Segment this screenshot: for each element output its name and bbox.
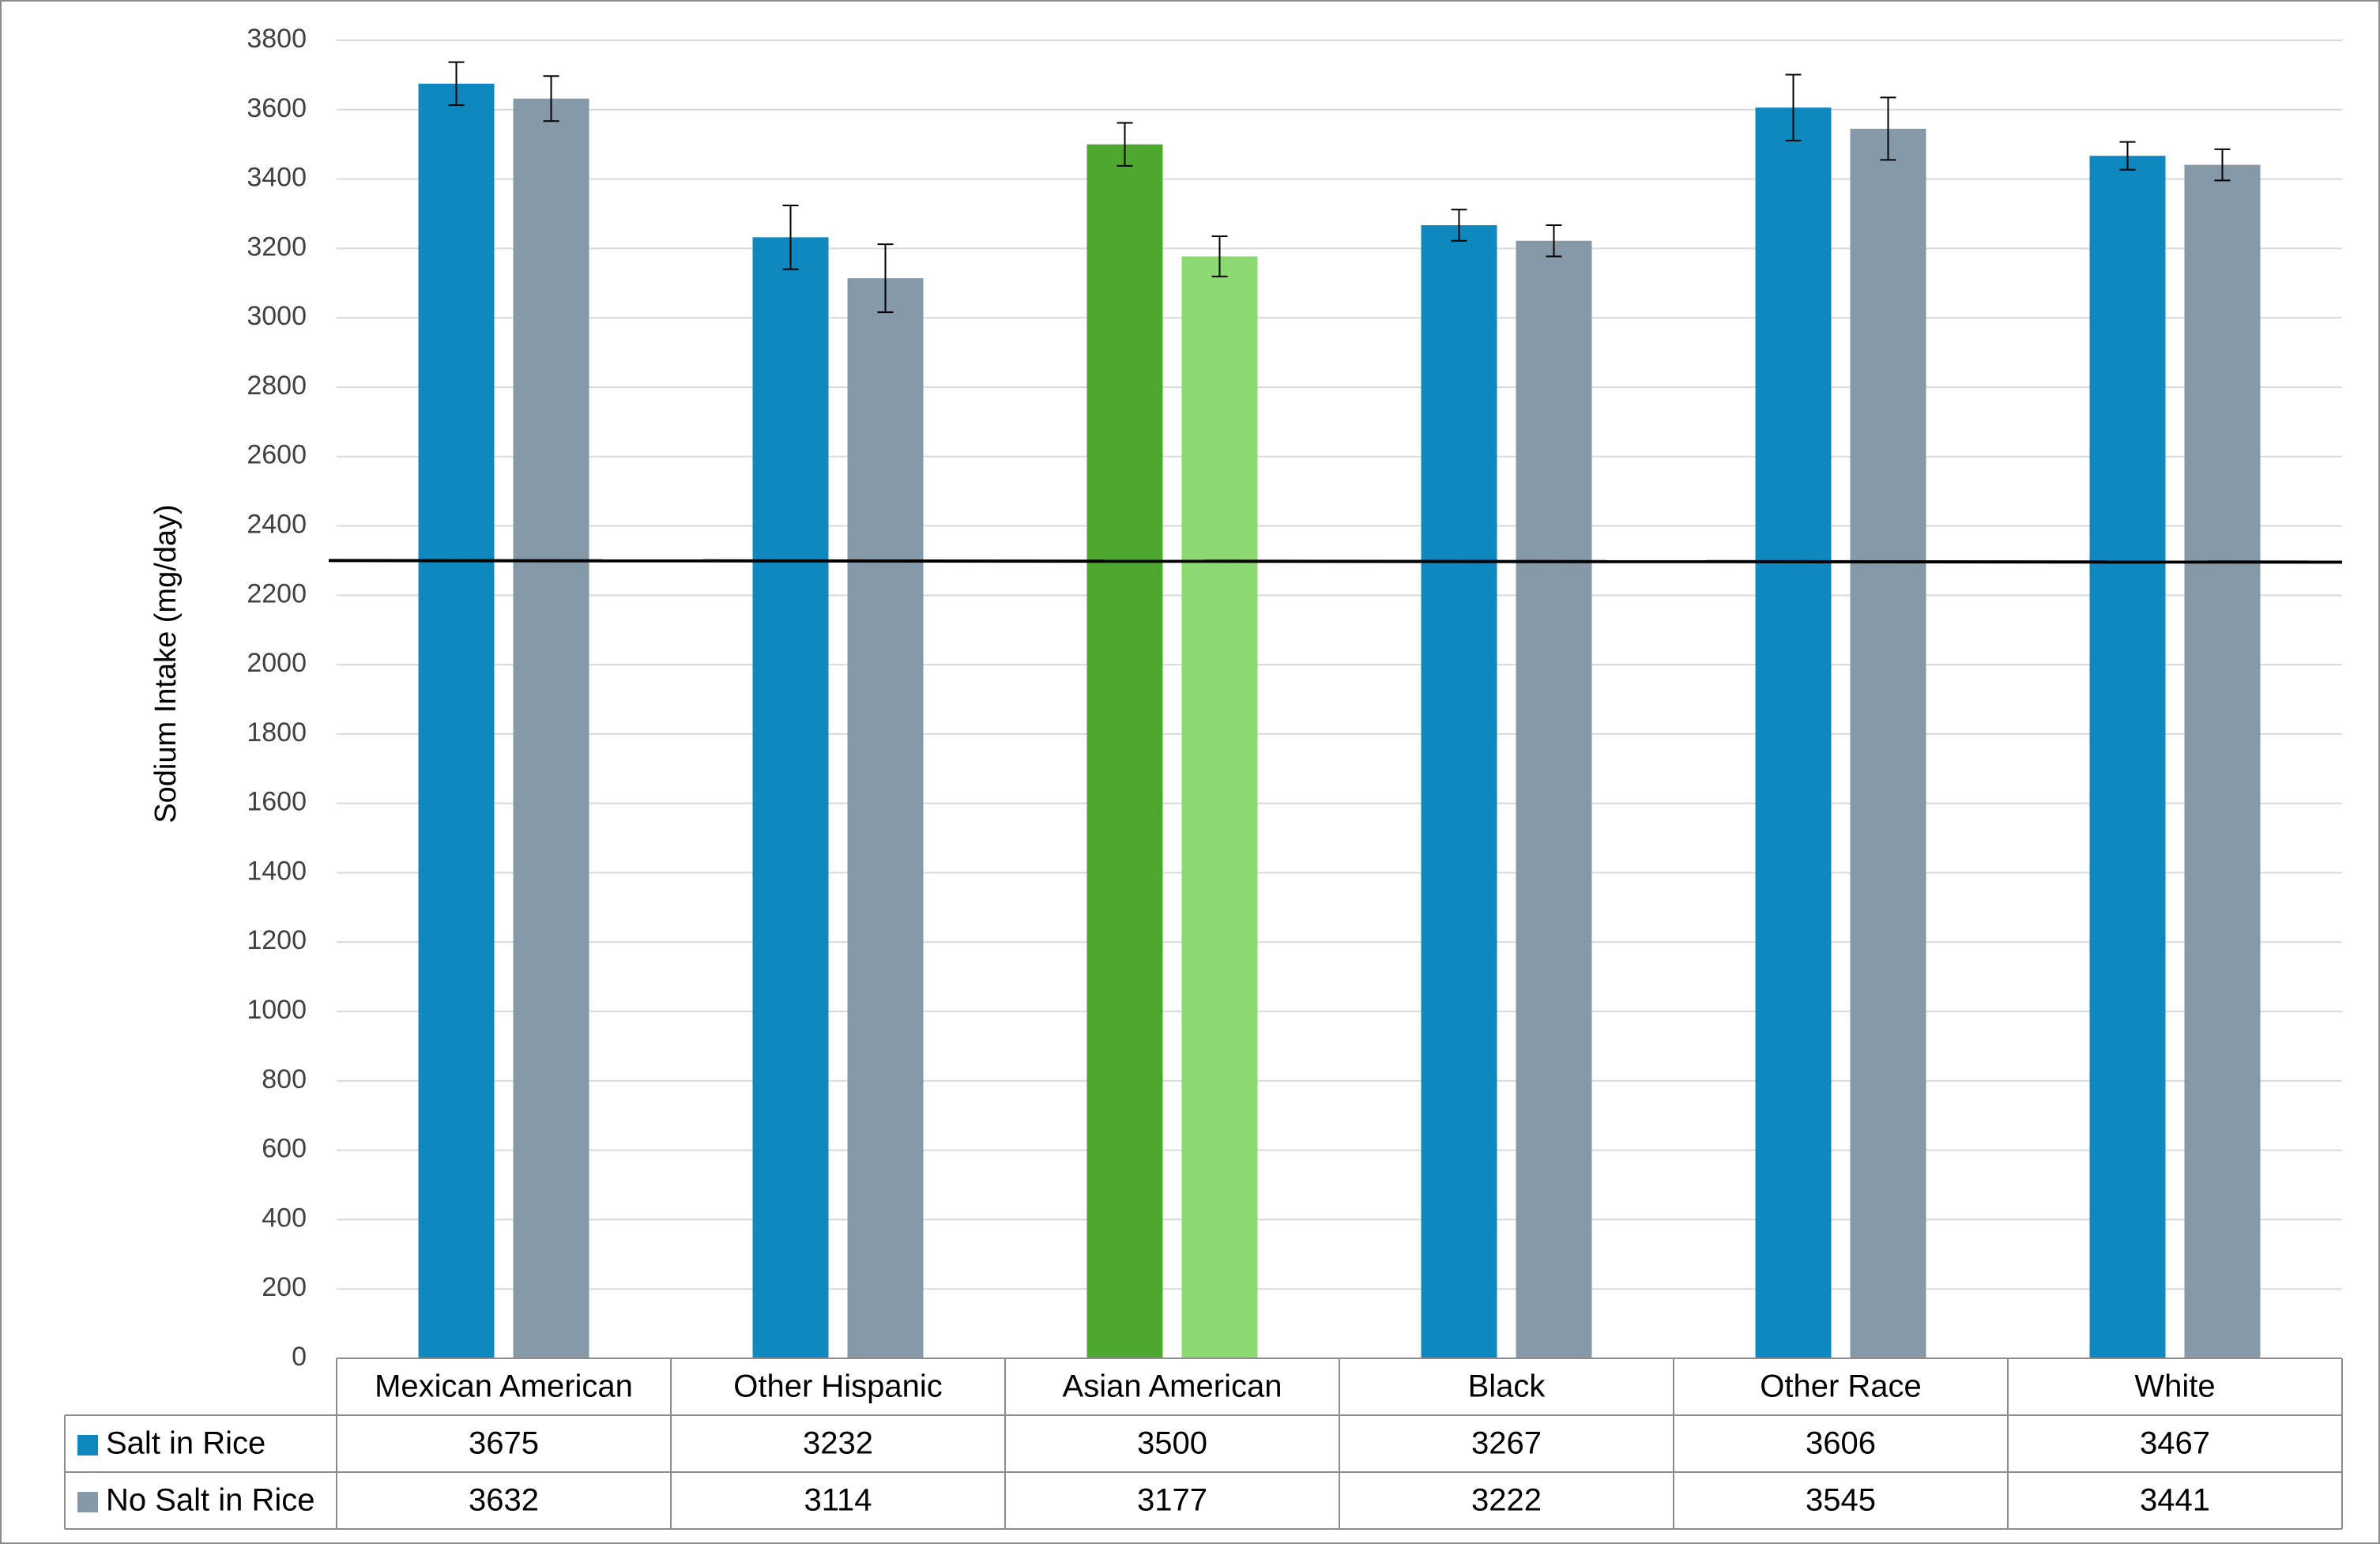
reference-line [328, 559, 2343, 564]
y-tick-label: 1800 [247, 717, 307, 748]
table-value: 3177 [1137, 1483, 1207, 1518]
table-value: 3232 [803, 1426, 873, 1461]
table-value: 3114 [804, 1483, 872, 1518]
bar [418, 83, 495, 1359]
y-tick-label: 3400 [247, 163, 307, 193]
y-tick-label: 2600 [247, 440, 307, 470]
bar [2089, 156, 2166, 1359]
y-tick-label: 400 [262, 1203, 307, 1233]
category-label: Black [1468, 1369, 1546, 1404]
y-tick-label: 0 [292, 1342, 307, 1372]
y-tick-label: 2400 [247, 510, 307, 540]
bar [1181, 256, 1258, 1358]
table-value: 3267 [1471, 1426, 1542, 1461]
y-tick-label: 3800 [247, 24, 307, 54]
bar [1516, 240, 1592, 1359]
bar [2184, 164, 2261, 1358]
y-tick-label: 2000 [247, 648, 307, 678]
legend-label: Salt in Rice [106, 1426, 265, 1461]
legend-swatch [77, 1492, 98, 1512]
legend-label: No Salt in Rice [106, 1483, 315, 1518]
category-label: White [2134, 1369, 2215, 1404]
legend-swatch [77, 1435, 98, 1456]
y-tick-label: 200 [262, 1272, 307, 1302]
table-value: 3467 [2140, 1426, 2210, 1461]
bar [1755, 107, 1832, 1359]
table-value: 3632 [469, 1483, 539, 1518]
y-tick-label: 2200 [247, 578, 307, 608]
category-label: Mexican American [375, 1369, 633, 1404]
y-tick-label: 2800 [247, 371, 307, 401]
bar [1086, 144, 1163, 1358]
y-tick-label: 3200 [247, 232, 307, 262]
bar [847, 278, 924, 1358]
table-value: 3222 [1471, 1483, 1542, 1518]
y-tick-label: 3600 [247, 93, 307, 123]
bar [513, 98, 589, 1358]
bar [1421, 224, 1497, 1358]
bar [752, 237, 829, 1358]
y-tick-label: 3000 [247, 301, 307, 331]
table-value: 3675 [469, 1426, 539, 1461]
table-value: 3606 [1806, 1426, 1876, 1461]
y-tick-label: 800 [262, 1064, 307, 1094]
category-label: Other Race [1760, 1369, 1922, 1404]
y-tick-label: 1600 [247, 787, 307, 817]
y-axis-label: Sodium Intake (mg/day) [149, 504, 183, 823]
category-label: Asian American [1063, 1369, 1282, 1404]
y-tick-label: 1000 [247, 995, 307, 1025]
y-tick-label: 1200 [247, 925, 307, 955]
y-tick-label: 1400 [247, 856, 307, 886]
category-label: Other Hispanic [733, 1369, 943, 1404]
table-value: 3545 [1806, 1483, 1876, 1518]
y-tick-label: 600 [262, 1134, 307, 1164]
table-value: 3500 [1137, 1426, 1207, 1461]
bar [1850, 128, 1926, 1358]
table-value: 3441 [2140, 1483, 2210, 1518]
